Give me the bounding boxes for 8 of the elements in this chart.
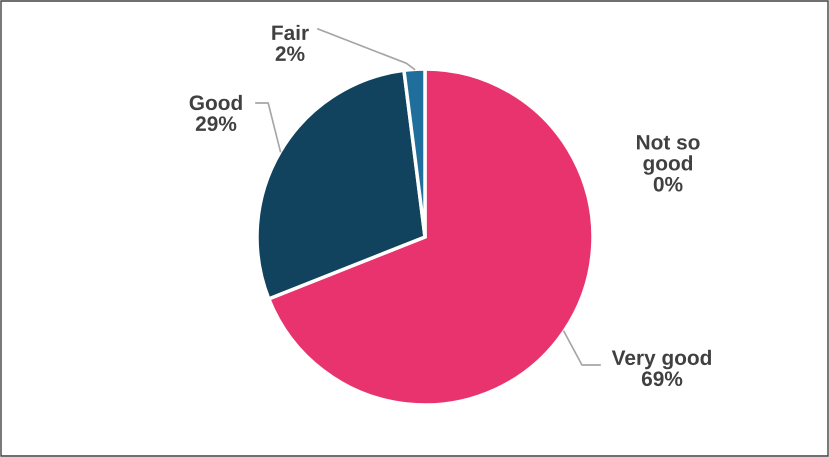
- text: 0%: [654, 176, 683, 192]
- category-label: Not so good: [636, 135, 700, 175]
- data-label: 2%: [276, 46, 305, 62]
- data-label: 69%: [642, 371, 682, 386]
- slice-label: Fair: [272, 24, 309, 40]
- slice-label: Very good: [612, 350, 711, 370]
- slice-label: Good: [190, 94, 242, 110]
- data-label: 29%: [196, 116, 236, 132]
